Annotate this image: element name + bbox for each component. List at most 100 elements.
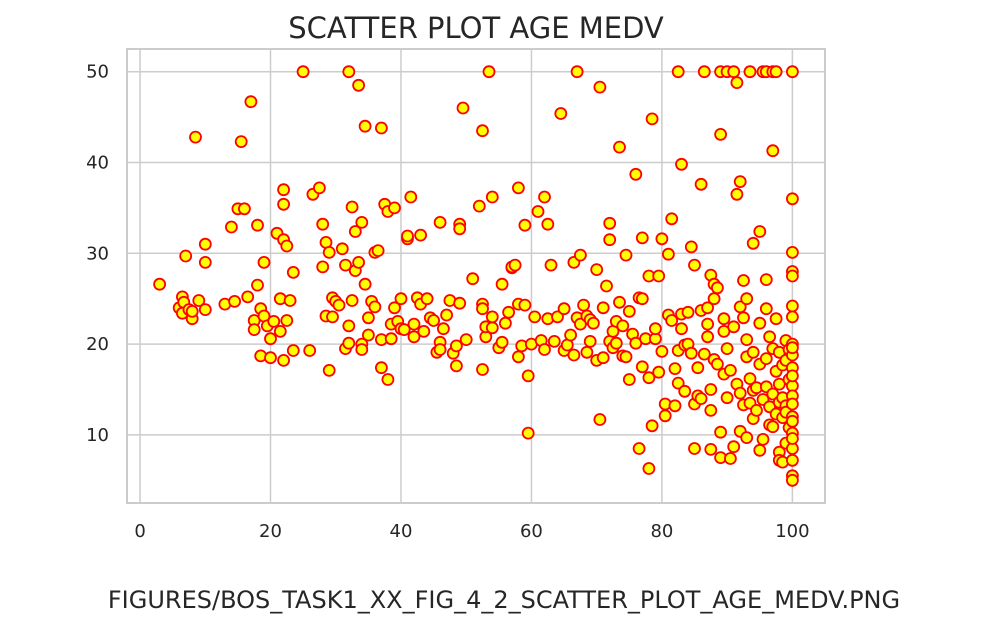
data-point bbox=[394, 292, 408, 306]
data-point bbox=[707, 292, 721, 306]
data-point bbox=[622, 373, 636, 386]
data-point bbox=[727, 65, 741, 79]
data-point bbox=[743, 65, 757, 79]
data-point bbox=[600, 279, 613, 293]
data-point bbox=[368, 300, 382, 314]
data-point bbox=[466, 272, 480, 286]
data-point bbox=[697, 347, 711, 361]
data-point bbox=[388, 301, 401, 315]
data-point bbox=[688, 442, 701, 455]
data-point bbox=[361, 311, 375, 325]
data-point bbox=[645, 419, 659, 433]
data-point bbox=[701, 330, 714, 344]
data-point bbox=[645, 112, 659, 126]
data-point bbox=[704, 383, 718, 396]
data-point bbox=[681, 305, 695, 319]
data-point bbox=[264, 332, 277, 346]
data-point bbox=[198, 237, 212, 251]
data-point bbox=[635, 360, 649, 374]
data-point bbox=[668, 399, 682, 413]
data-point bbox=[476, 124, 489, 138]
data-point bbox=[485, 321, 499, 335]
data-point bbox=[198, 255, 212, 269]
data-point bbox=[694, 177, 708, 191]
data-point bbox=[518, 218, 532, 232]
data-point bbox=[355, 215, 369, 229]
data-point bbox=[704, 403, 718, 417]
data-point bbox=[753, 225, 767, 238]
data-point bbox=[280, 239, 294, 253]
x-tick-label: 40 bbox=[390, 521, 413, 542]
data-point bbox=[665, 212, 679, 226]
data-point bbox=[476, 363, 489, 376]
data-point bbox=[326, 310, 339, 324]
data-point bbox=[642, 462, 656, 475]
data-point bbox=[619, 350, 633, 364]
data-point bbox=[596, 351, 610, 365]
data-point bbox=[714, 425, 727, 439]
data-point bbox=[759, 302, 773, 316]
data-point bbox=[374, 361, 388, 375]
data-point bbox=[407, 330, 421, 344]
data-point bbox=[453, 296, 467, 310]
data-point bbox=[352, 255, 366, 269]
data-point bbox=[521, 369, 535, 383]
data-point bbox=[355, 343, 369, 356]
data-point bbox=[427, 314, 441, 327]
data-point bbox=[684, 240, 698, 254]
data-point bbox=[277, 197, 291, 211]
data-point bbox=[564, 328, 577, 342]
data-point bbox=[786, 245, 799, 259]
data-point bbox=[746, 345, 760, 359]
data-point bbox=[711, 357, 724, 371]
data-point bbox=[704, 442, 718, 456]
data-point bbox=[730, 76, 744, 89]
data-point bbox=[750, 403, 763, 417]
data-point bbox=[316, 217, 330, 231]
data-point bbox=[335, 242, 349, 256]
data-point bbox=[662, 247, 675, 261]
data-point bbox=[449, 339, 463, 353]
data-point bbox=[786, 310, 799, 324]
data-point bbox=[472, 199, 486, 213]
data-point bbox=[635, 231, 649, 245]
data-point bbox=[544, 258, 558, 272]
data-point bbox=[554, 107, 568, 120]
data-point bbox=[720, 342, 734, 356]
data-point bbox=[404, 190, 418, 204]
data-point bbox=[671, 376, 685, 390]
data-point bbox=[189, 130, 202, 144]
data-point bbox=[730, 187, 744, 201]
data-point bbox=[786, 397, 799, 411]
data-point bbox=[786, 453, 799, 467]
data-point bbox=[257, 255, 271, 269]
data-point bbox=[786, 473, 799, 487]
data-point bbox=[374, 121, 388, 135]
data-point bbox=[577, 298, 590, 312]
data-point bbox=[786, 269, 799, 283]
data-point bbox=[342, 336, 356, 350]
data-point bbox=[629, 167, 643, 181]
data-point bbox=[407, 317, 421, 331]
data-point bbox=[153, 277, 167, 291]
data-point bbox=[277, 353, 291, 367]
data-point bbox=[711, 281, 724, 295]
data-point bbox=[786, 65, 799, 79]
data-point bbox=[388, 201, 401, 215]
data-point bbox=[342, 65, 356, 79]
data-point bbox=[273, 324, 287, 338]
data-point bbox=[678, 384, 692, 398]
data-point bbox=[619, 248, 633, 262]
data-point bbox=[247, 323, 261, 337]
data-point bbox=[655, 344, 669, 358]
data-point bbox=[286, 265, 300, 279]
data-point bbox=[596, 301, 610, 315]
chart-title: SCATTER PLOT AGE MEDV bbox=[288, 11, 664, 45]
data-point bbox=[476, 302, 489, 316]
data-point bbox=[303, 344, 317, 357]
data-point bbox=[733, 175, 747, 189]
data-point bbox=[459, 333, 473, 347]
data-point bbox=[753, 316, 767, 330]
data-point bbox=[342, 319, 356, 333]
data-point bbox=[495, 335, 509, 349]
